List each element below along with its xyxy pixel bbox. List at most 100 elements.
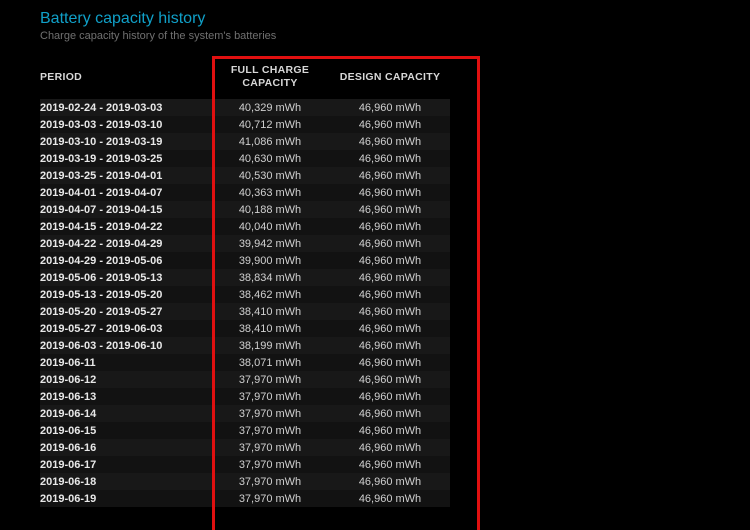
section-title: Battery capacity history <box>40 10 750 28</box>
cell-period: 2019-03-25 - 2019-04-01 <box>40 167 210 184</box>
table-row: 2019-04-15 - 2019-04-2240,040 mWh46,960 … <box>40 218 450 235</box>
cell-period: 2019-02-24 - 2019-03-03 <box>40 99 210 116</box>
cell-design: 46,960 mWh <box>330 218 450 235</box>
cell-design: 46,960 mWh <box>330 354 450 371</box>
cell-period: 2019-04-07 - 2019-04-15 <box>40 201 210 218</box>
cell-full-charge: 37,970 mWh <box>210 371 330 388</box>
cell-design: 46,960 mWh <box>330 99 450 116</box>
cell-period: 2019-06-11 <box>40 354 210 371</box>
cell-design: 46,960 mWh <box>330 371 450 388</box>
cell-design: 46,960 mWh <box>330 269 450 286</box>
cell-design: 46,960 mWh <box>330 201 450 218</box>
table-row: 2019-03-03 - 2019-03-1040,712 mWh46,960 … <box>40 116 450 133</box>
cell-full-charge: 39,900 mWh <box>210 252 330 269</box>
cell-period: 2019-06-13 <box>40 388 210 405</box>
cell-full-charge: 37,970 mWh <box>210 439 330 456</box>
cell-full-charge: 40,040 mWh <box>210 218 330 235</box>
cell-full-charge: 40,363 mWh <box>210 184 330 201</box>
cell-design: 46,960 mWh <box>330 235 450 252</box>
cell-period: 2019-06-03 - 2019-06-10 <box>40 337 210 354</box>
cell-full-charge: 41,086 mWh <box>210 133 330 150</box>
table-row: 2019-03-10 - 2019-03-1941,086 mWh46,960 … <box>40 133 450 150</box>
table-row: 2019-02-24 - 2019-03-0340,329 mWh46,960 … <box>40 99 450 116</box>
cell-full-charge: 40,712 mWh <box>210 116 330 133</box>
table-row: 2019-03-25 - 2019-04-0140,530 mWh46,960 … <box>40 167 450 184</box>
cell-period: 2019-06-12 <box>40 371 210 388</box>
cell-period: 2019-06-17 <box>40 456 210 473</box>
cell-period: 2019-03-10 - 2019-03-19 <box>40 133 210 150</box>
table-row: 2019-05-06 - 2019-05-1338,834 mWh46,960 … <box>40 269 450 286</box>
table-row: 2019-06-1138,071 mWh46,960 mWh <box>40 354 450 371</box>
column-header-period: PERIOD <box>40 58 210 99</box>
battery-history-table: PERIOD FULL CHARGE CAPACITY DESIGN CAPAC… <box>40 58 450 507</box>
cell-period: 2019-06-18 <box>40 473 210 490</box>
table-row: 2019-05-13 - 2019-05-2038,462 mWh46,960 … <box>40 286 450 303</box>
cell-period: 2019-04-15 - 2019-04-22 <box>40 218 210 235</box>
cell-design: 46,960 mWh <box>330 116 450 133</box>
column-header-design: DESIGN CAPACITY <box>330 58 450 99</box>
cell-period: 2019-06-16 <box>40 439 210 456</box>
cell-design: 46,960 mWh <box>330 167 450 184</box>
column-header-full-charge: FULL CHARGE CAPACITY <box>210 58 330 99</box>
cell-period: 2019-04-22 - 2019-04-29 <box>40 235 210 252</box>
cell-period: 2019-06-14 <box>40 405 210 422</box>
table-row: 2019-06-1937,970 mWh46,960 mWh <box>40 490 450 507</box>
table-row: 2019-06-1437,970 mWh46,960 mWh <box>40 405 450 422</box>
table-row: 2019-06-1837,970 mWh46,960 mWh <box>40 473 450 490</box>
cell-design: 46,960 mWh <box>330 490 450 507</box>
table-row: 2019-03-19 - 2019-03-2540,630 mWh46,960 … <box>40 150 450 167</box>
cell-full-charge: 38,834 mWh <box>210 269 330 286</box>
table-row: 2019-06-1737,970 mWh46,960 mWh <box>40 456 450 473</box>
cell-full-charge: 38,410 mWh <box>210 303 330 320</box>
table-row: 2019-04-22 - 2019-04-2939,942 mWh46,960 … <box>40 235 450 252</box>
cell-full-charge: 37,970 mWh <box>210 456 330 473</box>
cell-period: 2019-04-29 - 2019-05-06 <box>40 252 210 269</box>
cell-design: 46,960 mWh <box>330 405 450 422</box>
table-row: 2019-06-1237,970 mWh46,960 mWh <box>40 371 450 388</box>
table-row: 2019-06-1637,970 mWh46,960 mWh <box>40 439 450 456</box>
table-row: 2019-05-27 - 2019-06-0338,410 mWh46,960 … <box>40 320 450 337</box>
cell-full-charge: 37,970 mWh <box>210 422 330 439</box>
cell-period: 2019-04-01 - 2019-04-07 <box>40 184 210 201</box>
cell-design: 46,960 mWh <box>330 252 450 269</box>
cell-design: 46,960 mWh <box>330 473 450 490</box>
cell-full-charge: 38,199 mWh <box>210 337 330 354</box>
cell-full-charge: 38,410 mWh <box>210 320 330 337</box>
cell-design: 46,960 mWh <box>330 337 450 354</box>
table-row: 2019-04-01 - 2019-04-0740,363 mWh46,960 … <box>40 184 450 201</box>
table-row: 2019-06-1337,970 mWh46,960 mWh <box>40 388 450 405</box>
table-row: 2019-06-03 - 2019-06-1038,199 mWh46,960 … <box>40 337 450 354</box>
cell-design: 46,960 mWh <box>330 456 450 473</box>
table-row: 2019-04-29 - 2019-05-0639,900 mWh46,960 … <box>40 252 450 269</box>
cell-full-charge: 39,942 mWh <box>210 235 330 252</box>
cell-period: 2019-05-13 - 2019-05-20 <box>40 286 210 303</box>
table-row: 2019-04-07 - 2019-04-1540,188 mWh46,960 … <box>40 201 450 218</box>
cell-design: 46,960 mWh <box>330 133 450 150</box>
cell-full-charge: 38,071 mWh <box>210 354 330 371</box>
cell-period: 2019-05-27 - 2019-06-03 <box>40 320 210 337</box>
cell-full-charge: 40,530 mWh <box>210 167 330 184</box>
cell-period: 2019-05-20 - 2019-05-27 <box>40 303 210 320</box>
cell-full-charge: 40,329 mWh <box>210 99 330 116</box>
cell-full-charge: 37,970 mWh <box>210 388 330 405</box>
cell-full-charge: 38,462 mWh <box>210 286 330 303</box>
cell-period: 2019-03-03 - 2019-03-10 <box>40 116 210 133</box>
cell-period: 2019-06-15 <box>40 422 210 439</box>
cell-full-charge: 37,970 mWh <box>210 405 330 422</box>
cell-design: 46,960 mWh <box>330 439 450 456</box>
cell-period: 2019-05-06 - 2019-05-13 <box>40 269 210 286</box>
battery-history-table-wrap: PERIOD FULL CHARGE CAPACITY DESIGN CAPAC… <box>40 58 750 507</box>
cell-full-charge: 37,970 mWh <box>210 473 330 490</box>
cell-design: 46,960 mWh <box>330 286 450 303</box>
section-subtitle: Charge capacity history of the system's … <box>40 30 750 42</box>
cell-period: 2019-03-19 - 2019-03-25 <box>40 150 210 167</box>
cell-design: 46,960 mWh <box>330 303 450 320</box>
table-row: 2019-06-1537,970 mWh46,960 mWh <box>40 422 450 439</box>
cell-design: 46,960 mWh <box>330 320 450 337</box>
cell-design: 46,960 mWh <box>330 422 450 439</box>
cell-full-charge: 37,970 mWh <box>210 490 330 507</box>
cell-period: 2019-06-19 <box>40 490 210 507</box>
table-row: 2019-05-20 - 2019-05-2738,410 mWh46,960 … <box>40 303 450 320</box>
cell-full-charge: 40,188 mWh <box>210 201 330 218</box>
cell-design: 46,960 mWh <box>330 388 450 405</box>
